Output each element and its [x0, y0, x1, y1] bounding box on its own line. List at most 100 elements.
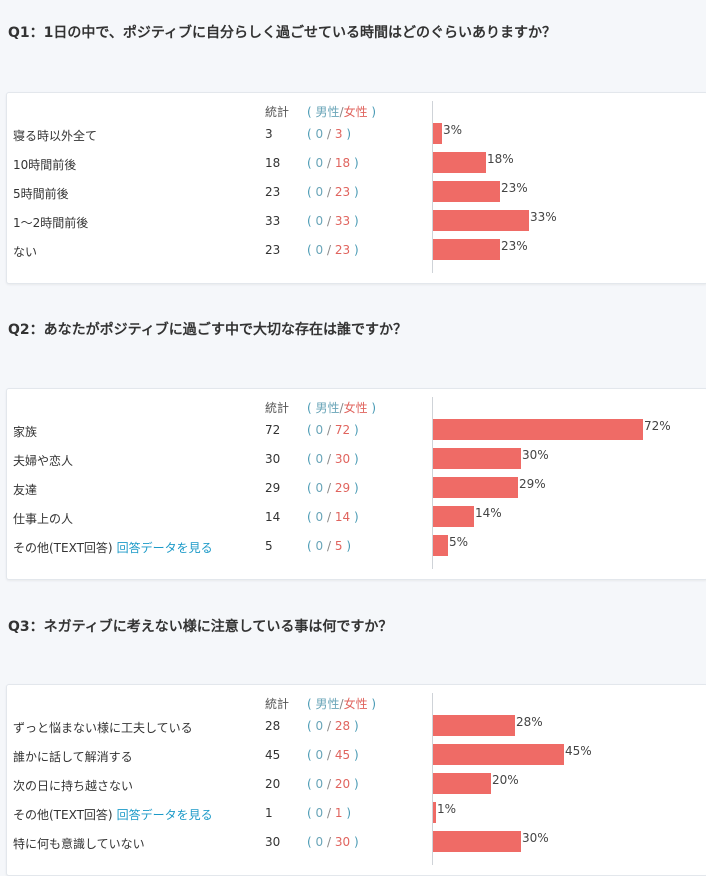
percent-bar	[433, 123, 442, 144]
percent-label: 18%	[487, 152, 514, 166]
percent-bar	[433, 419, 643, 440]
answer-label: ずっと悩まない様に工夫している	[13, 721, 193, 735]
percent-label: 23%	[501, 181, 528, 195]
answer-count: 30	[265, 835, 281, 849]
gender-breakdown: ( 0 / 30 )	[307, 452, 359, 466]
answer-count: 23	[265, 185, 281, 199]
percent-bar	[433, 831, 521, 852]
percent-label: 20%	[492, 773, 519, 787]
result-card-q3: 統計 ( 男性/女性 ) ずっと悩まない様に工夫している 28 ( 0 / 28…	[6, 684, 706, 876]
female-count: 28	[334, 719, 351, 733]
answer-row: 寝る時以外全て 3 ( 0 / 3 ) 3%	[7, 121, 706, 150]
female-count: 23	[334, 185, 351, 199]
answer-label: 5時間前後	[13, 187, 69, 201]
percent-bar	[433, 239, 500, 260]
male-count: 0	[315, 214, 324, 228]
answer-label: 次の日に持ち越さない	[13, 779, 134, 793]
answer-count: 45	[265, 748, 281, 762]
percent-bar	[433, 802, 436, 823]
question-title-q3: Q3：ネガティブに考えない様に注意している事は何ですか？	[8, 619, 393, 635]
gender-breakdown: ( 0 / 28 )	[307, 719, 359, 733]
gender-breakdown: ( 0 / 29 )	[307, 481, 359, 495]
answer-label: 家族	[13, 425, 38, 439]
total-header: 統計	[265, 401, 290, 415]
answer-label: 1〜2時間前後	[13, 216, 89, 230]
percent-bar	[433, 210, 529, 231]
bar-axis	[432, 397, 433, 569]
bar-axis	[432, 693, 433, 865]
answer-row: 5時間前後 23 ( 0 / 23 ) 23%	[7, 179, 706, 208]
female-count: 33	[334, 214, 351, 228]
view-answer-data-link[interactable]: 回答データを見る	[116, 541, 213, 555]
male-header: 男性	[315, 697, 340, 711]
gender-breakdown: ( 0 / 30 )	[307, 835, 359, 849]
gender-breakdown: ( 0 / 33 )	[307, 214, 359, 228]
percent-bar	[433, 506, 474, 527]
answer-row: ない 23 ( 0 / 23 ) 23%	[7, 237, 706, 266]
answer-row: 仕事上の人 14 ( 0 / 14 ) 14%	[7, 504, 706, 533]
male-count: 0	[315, 806, 324, 820]
answer-row: 10時間前後 18 ( 0 / 18 ) 18%	[7, 150, 706, 179]
male-header: 男性	[315, 401, 340, 415]
male-count: 0	[315, 510, 324, 524]
percent-label: 30%	[522, 448, 549, 462]
answer-count: 72	[265, 423, 281, 437]
female-count: 3	[334, 127, 343, 141]
female-count: 30	[334, 452, 351, 466]
male-count: 0	[315, 719, 324, 733]
answer-label: 夫婦や恋人	[13, 454, 74, 468]
answer-count: 30	[265, 452, 281, 466]
percent-bar	[433, 535, 448, 556]
answer-row: 誰かに話して解消する 45 ( 0 / 45 ) 45%	[7, 742, 706, 771]
answer-count: 18	[265, 156, 281, 170]
gender-breakdown: ( 0 / 20 )	[307, 777, 359, 791]
answer-label: 友達	[13, 483, 38, 497]
total-header: 統計	[265, 105, 290, 119]
gender-breakdown: ( 0 / 23 )	[307, 185, 359, 199]
gender-header: ( 男性/女性 )	[307, 105, 377, 119]
female-count: 29	[334, 481, 351, 495]
answer-count: 1	[265, 806, 273, 820]
percent-label: 30%	[522, 831, 549, 845]
answer-count: 3	[265, 127, 273, 141]
answer-row: 1〜2時間前後 33 ( 0 / 33 ) 33%	[7, 208, 706, 237]
answer-label: その他(TEXT回答) 回答データを見る	[13, 541, 213, 555]
answer-row: ずっと悩まない様に工夫している 28 ( 0 / 28 ) 28%	[7, 713, 706, 742]
male-count: 0	[315, 127, 324, 141]
answer-label: ない	[13, 245, 38, 259]
total-header: 統計	[265, 697, 290, 711]
answer-row: 家族 72 ( 0 / 72 ) 72%	[7, 417, 706, 446]
gender-header: ( 男性/女性 )	[307, 697, 377, 711]
percent-bar	[433, 715, 515, 736]
answer-label: 寝る時以外全て	[13, 129, 98, 143]
percent-bar	[433, 773, 491, 794]
answer-row: 友達 29 ( 0 / 29 ) 29%	[7, 475, 706, 504]
male-count: 0	[315, 539, 324, 553]
answer-row: 特に何も意識していない 30 ( 0 / 30 ) 30%	[7, 829, 706, 858]
answer-label: 10時間前後	[13, 158, 77, 172]
answer-count: 33	[265, 214, 281, 228]
male-count: 0	[315, 748, 324, 762]
gender-breakdown: ( 0 / 23 )	[307, 243, 359, 257]
answer-count: 28	[265, 719, 281, 733]
female-count: 72	[334, 423, 351, 437]
gender-breakdown: ( 0 / 3 )	[307, 127, 352, 141]
question-title-q1: Q1：1日の中で、ポジティブに自分らしく過ごせている時間はどのぐらいありますか？	[8, 25, 556, 41]
percent-label: 29%	[519, 477, 546, 491]
percent-bar	[433, 448, 521, 469]
percent-bar	[433, 181, 500, 202]
percent-label: 5%	[449, 535, 469, 549]
percent-label: 1%	[437, 802, 457, 816]
female-count: 1	[334, 806, 343, 820]
female-header: 女性	[343, 401, 368, 415]
female-header: 女性	[343, 697, 368, 711]
gender-header: ( 男性/女性 )	[307, 401, 377, 415]
percent-label: 45%	[565, 744, 592, 758]
answer-count: 5	[265, 539, 273, 553]
percent-label: 23%	[501, 239, 528, 253]
view-answer-data-link[interactable]: 回答データを見る	[116, 808, 213, 822]
male-count: 0	[315, 481, 324, 495]
answer-row: その他(TEXT回答) 回答データを見る 5 ( 0 / 5 ) 5%	[7, 533, 706, 562]
answer-count: 29	[265, 481, 281, 495]
percent-label: 14%	[475, 506, 502, 520]
